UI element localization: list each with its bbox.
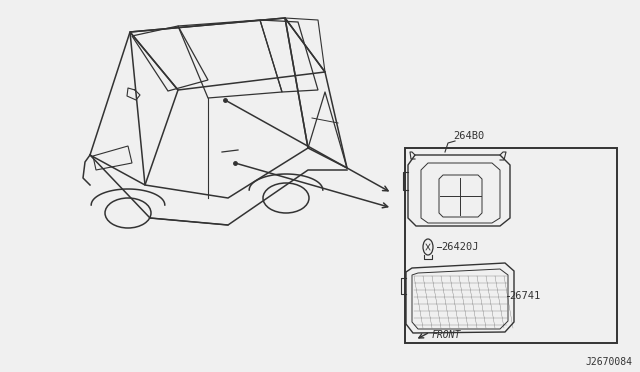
Text: J2670084: J2670084	[585, 357, 632, 367]
Text: 26420J: 26420J	[441, 242, 479, 252]
Bar	[405, 148, 617, 343]
Text: 264B0: 264B0	[453, 131, 484, 141]
Text: 26741: 26741	[509, 291, 540, 301]
Text: FRONT: FRONT	[432, 330, 461, 340]
